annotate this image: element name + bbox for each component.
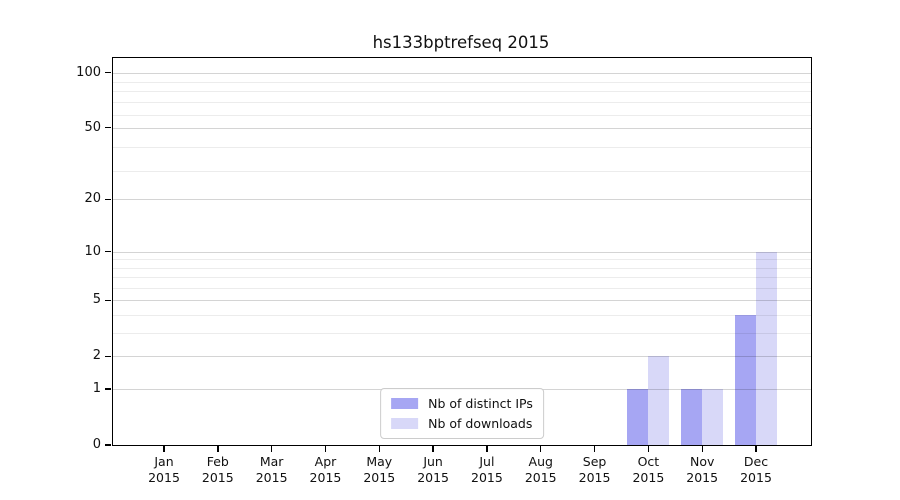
x-tick-year-aug: 2015 bbox=[524, 469, 557, 485]
legend-label-distinct-ips: Nb of distinct IPs bbox=[428, 396, 533, 411]
x-tick-label-nov: Nov 2015 bbox=[670, 454, 734, 485]
y-tick-label-1: 1 bbox=[92, 381, 101, 397]
plot-area: Nb of distinct IPs Nb of downloads 0 1 2 5 1… bbox=[76, 57, 812, 485]
x-tick-label-jul: Jul 2015 bbox=[455, 454, 519, 485]
gridline-minor-59 bbox=[113, 114, 811, 116]
x-tick-apr bbox=[324, 446, 327, 453]
x-tick-year-mar: 2015 bbox=[255, 469, 288, 485]
gridline-minor-29 bbox=[113, 170, 811, 172]
gridline-minor-79 bbox=[113, 91, 811, 93]
x-tick-year-oct: 2015 bbox=[632, 469, 665, 485]
y-tick-label-0: 0 bbox=[92, 437, 101, 452]
x-tick-month-mar: Mar bbox=[259, 454, 284, 469]
bar-dec-distinct-ips bbox=[735, 315, 757, 445]
x-tick-month-jul: Jul bbox=[479, 454, 495, 469]
x-tick-year-may: 2015 bbox=[363, 469, 396, 485]
bar-oct-downloads bbox=[648, 356, 670, 445]
y-tick-100 bbox=[105, 71, 111, 74]
x-tick-label-jan: Jan 2015 bbox=[132, 454, 196, 485]
y-tick-2 bbox=[105, 355, 111, 358]
bar-oct-distinct-ips bbox=[627, 389, 649, 445]
x-tick-year-sep: 2015 bbox=[578, 469, 611, 485]
legend-label-downloads: Nb of downloads bbox=[428, 416, 533, 431]
x-tick-feb bbox=[217, 446, 219, 453]
x-tick-year-nov: 2015 bbox=[686, 469, 719, 485]
bar-dec-downloads bbox=[756, 251, 778, 445]
y-tick-20 bbox=[105, 198, 111, 200]
x-tick-year-dec: 2015 bbox=[740, 469, 772, 485]
x-tick-month-jun: Jun bbox=[423, 454, 443, 469]
y-tick-0 bbox=[105, 444, 111, 446]
gridline-minor-89 bbox=[113, 81, 811, 83]
x-tick-month-dec: Dec bbox=[743, 454, 769, 469]
x-tick-label-dec: Dec 2015 bbox=[724, 454, 788, 485]
bar-nov-downloads bbox=[702, 389, 724, 445]
y-tick-label-10: 10 bbox=[84, 243, 101, 259]
x-tick-month-may: May bbox=[366, 454, 393, 469]
x-tick-label-feb: Feb 2015 bbox=[186, 454, 250, 485]
gridline-minor-69 bbox=[113, 102, 811, 104]
x-tick-may bbox=[378, 446, 380, 453]
x-tick-month-aug: Aug bbox=[528, 454, 553, 469]
chart-title: hs133bptrefseq 2015 bbox=[372, 33, 550, 52]
gridline-minor-7 bbox=[113, 277, 811, 279]
gridline-minor-4 bbox=[113, 315, 811, 317]
x-tick-year-apr: 2015 bbox=[309, 469, 342, 485]
x-tick-label-aug: Aug 2015 bbox=[509, 454, 573, 485]
x-tick-month-jan: Jan bbox=[154, 454, 174, 469]
legend-item-downloads: Nb of downloads bbox=[391, 416, 533, 431]
x-tick-label-jun: Jun 2015 bbox=[401, 454, 465, 485]
x-tick-month-sep: Sep bbox=[582, 454, 607, 469]
x-tick-jan bbox=[163, 446, 165, 453]
y-tick-label-50: 50 bbox=[84, 119, 101, 135]
x-tick-label-apr: Apr 2015 bbox=[293, 454, 357, 485]
x-tick-mar bbox=[270, 446, 273, 453]
x-tick-month-oct: Oct bbox=[637, 454, 660, 469]
x-tick-month-feb: Feb bbox=[206, 454, 229, 469]
gridline-minor-39 bbox=[113, 147, 811, 149]
x-tick-aug bbox=[540, 446, 542, 453]
legend: Nb of distinct IPs Nb of downloads bbox=[380, 388, 544, 439]
x-tick-dec bbox=[755, 446, 757, 453]
y-tick-label-5: 5 bbox=[92, 292, 101, 308]
x-tick-year-feb: 2015 bbox=[201, 469, 234, 485]
gridline-major-2 bbox=[113, 356, 811, 358]
x-tick-month-nov: Nov bbox=[689, 454, 715, 469]
x-tick-label-mar: Mar 2015 bbox=[240, 454, 304, 485]
x-tick-label-may: May 2015 bbox=[347, 454, 411, 485]
bar-nov-distinct-ips bbox=[681, 389, 703, 445]
gridline-major-50 bbox=[113, 127, 811, 129]
gridline-minor-3 bbox=[113, 333, 811, 335]
gridline-major-20 bbox=[113, 199, 811, 201]
gridline-minor-6 bbox=[113, 287, 811, 289]
gridline-minor-8 bbox=[113, 267, 811, 269]
y-tick-label-20: 20 bbox=[84, 191, 101, 207]
gridline-minor-9 bbox=[113, 259, 811, 261]
legend-swatch-distinct-ips bbox=[391, 398, 419, 409]
legend-swatch-downloads bbox=[391, 418, 419, 429]
x-tick-year-jun: 2015 bbox=[417, 469, 449, 485]
x-tick-oct bbox=[647, 446, 650, 453]
y-tick-label-2: 2 bbox=[92, 348, 101, 364]
x-tick-label-sep: Sep 2015 bbox=[563, 454, 627, 485]
legend-item-distinct-ips: Nb of distinct IPs bbox=[391, 396, 533, 411]
x-tick-year-jul: 2015 bbox=[471, 469, 503, 485]
y-tick-10 bbox=[105, 250, 111, 253]
y-tick-1 bbox=[105, 388, 111, 390]
x-tick-jul bbox=[486, 446, 488, 453]
gridline-major-5 bbox=[113, 300, 811, 302]
y-tick-5 bbox=[105, 299, 111, 302]
x-tick-month-apr: Apr bbox=[314, 454, 337, 469]
gridline-major-10 bbox=[113, 251, 811, 253]
gridline-major-100 bbox=[113, 72, 811, 74]
x-tick-year-jan: 2015 bbox=[148, 469, 180, 485]
y-tick-50 bbox=[105, 127, 111, 129]
x-tick-jun bbox=[432, 446, 434, 453]
x-tick-label-oct: Oct 2015 bbox=[616, 454, 680, 485]
y-tick-label-100: 100 bbox=[76, 64, 101, 80]
x-tick-sep bbox=[593, 446, 596, 453]
x-tick-nov bbox=[701, 446, 703, 453]
